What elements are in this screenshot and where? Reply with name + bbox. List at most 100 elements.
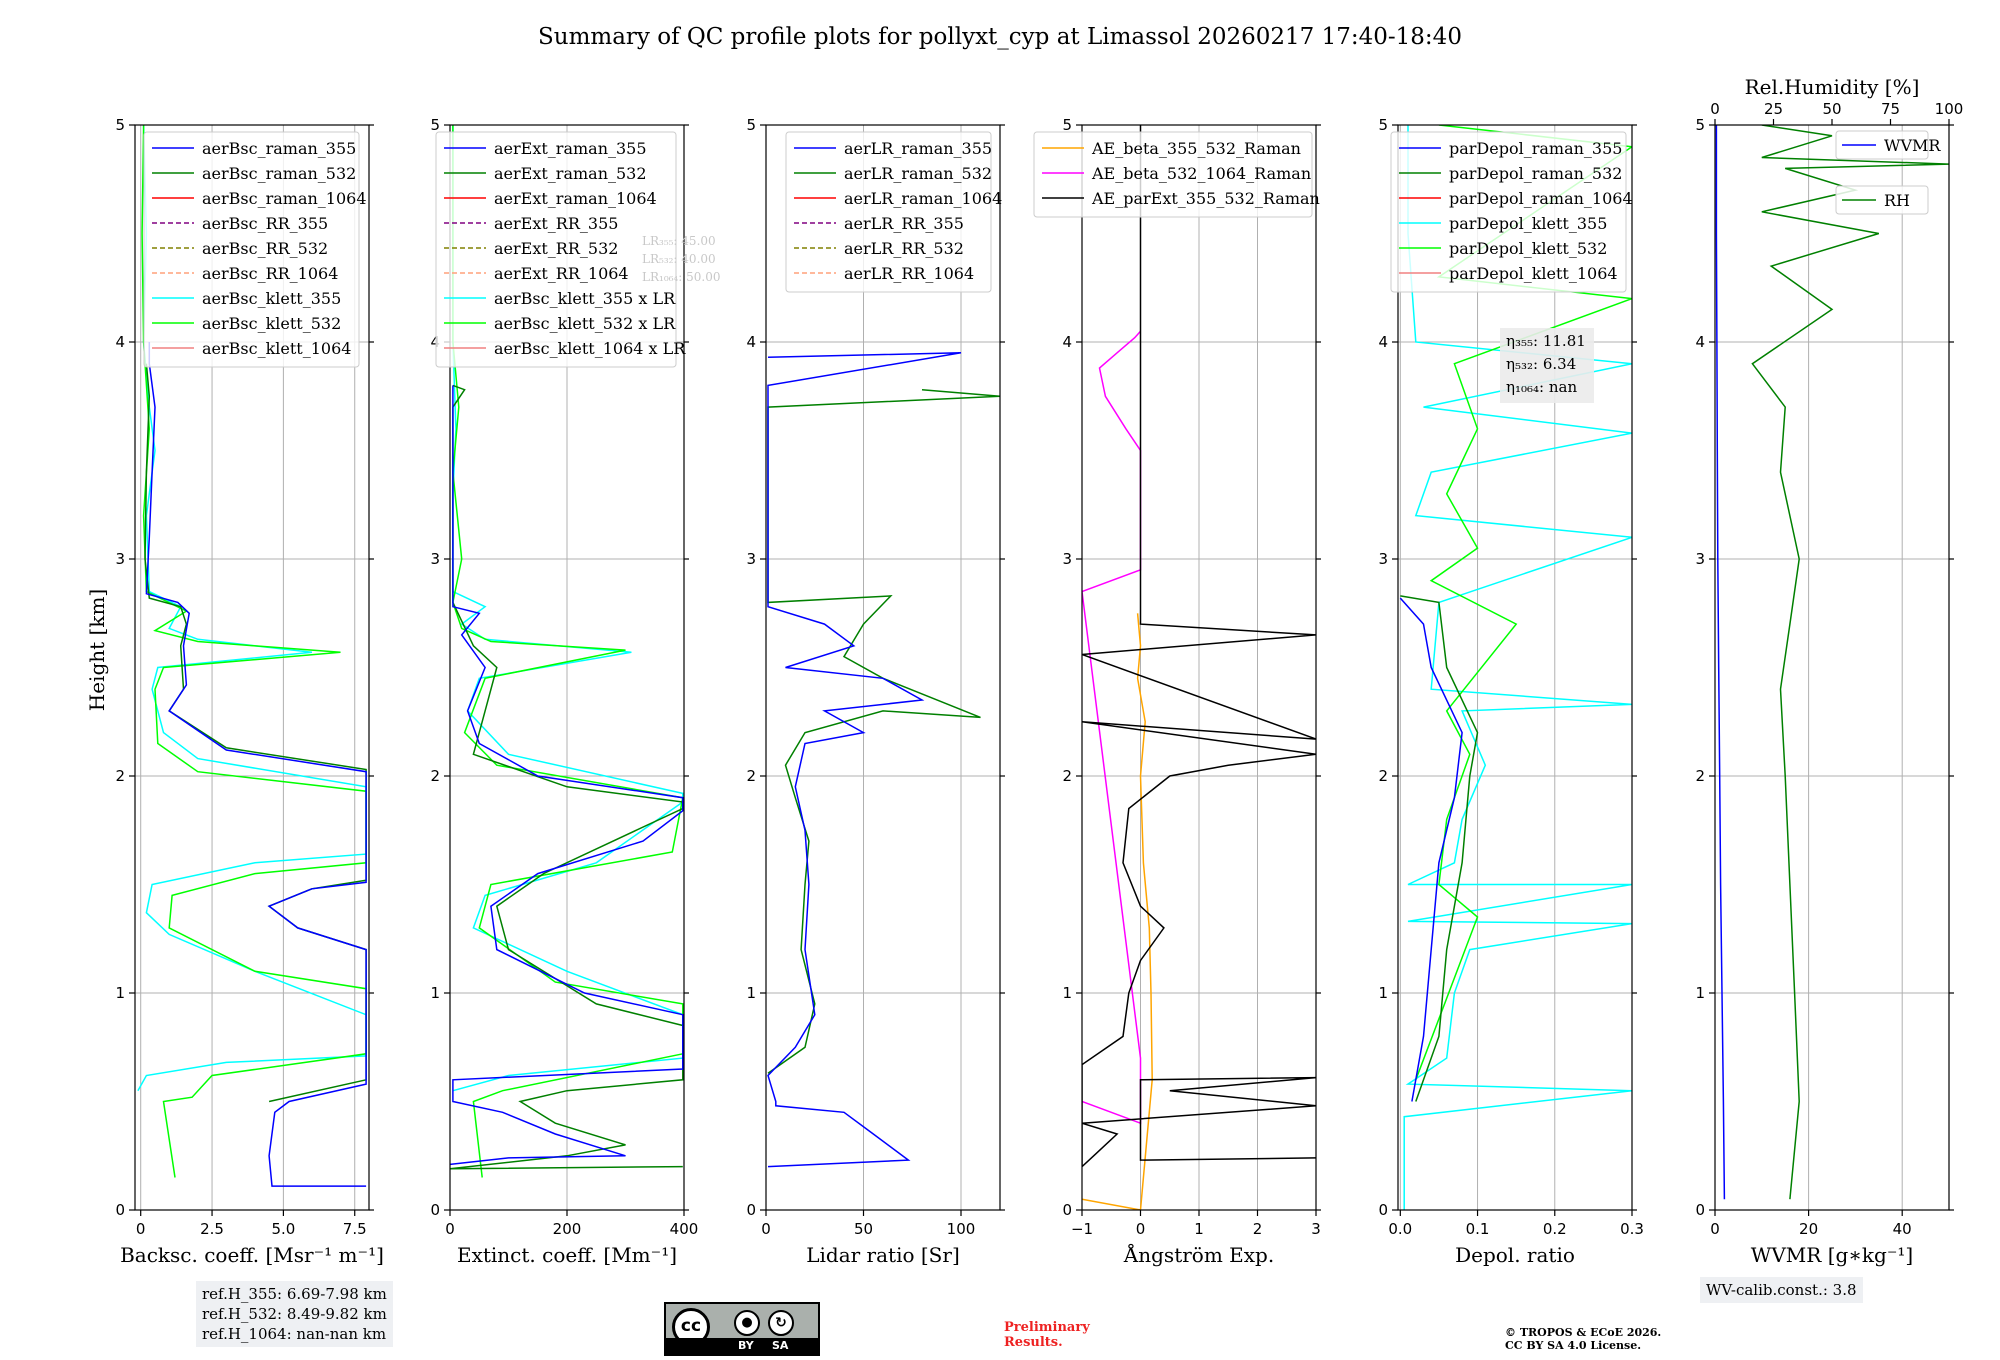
legend-label: aerBsc_raman_532 bbox=[202, 164, 356, 183]
y-tick-label: 3 bbox=[1695, 550, 1705, 568]
x-axis-label: Backsc. coeff. [Msr⁻¹ m⁻¹] bbox=[120, 1243, 384, 1267]
y-tick-label: 4 bbox=[1062, 333, 1072, 351]
y-tick-label: 0 bbox=[430, 1201, 440, 1219]
panel-lidar-ratio: 0 50 100 0 1 2 3 4 5 Lidar ratio [Sr] aerLR_raman_… bbox=[746, 116, 1005, 1267]
axes-frame bbox=[1714, 124, 1950, 1211]
series-line-parDepol_klett_355 bbox=[1403, 125, 1632, 1210]
annotation-text: LR₅₃₂: 40.00 bbox=[642, 252, 716, 266]
series-line-parDepol_raman_355 bbox=[1399, 597, 1463, 1102]
y-tick-label: 2 bbox=[1378, 767, 1388, 785]
x-tick-label: 0 bbox=[761, 1220, 771, 1238]
y-tick-label: 2 bbox=[430, 767, 440, 785]
x-tick-label: 0 bbox=[136, 1220, 146, 1238]
legend-label: aerLR_RR_355 bbox=[844, 214, 964, 233]
legend-label: aerBsc_klett_532 bbox=[202, 314, 341, 333]
x-tick-label: 0 bbox=[1136, 1220, 1146, 1238]
series-line-aerBsc_raman_355 bbox=[145, 342, 367, 1187]
y-tick-label: 1 bbox=[1378, 984, 1388, 1002]
legend-frame bbox=[1835, 185, 1929, 215]
legend-label: parDepol_klett_355 bbox=[1449, 214, 1607, 233]
legend-label: AE_beta_355_532_Raman bbox=[1091, 139, 1301, 158]
legend-label: parDepol_raman_1064 bbox=[1449, 189, 1633, 208]
refh-355: ref.H_355: 6.69-7.98 km bbox=[202, 1285, 387, 1303]
axes-frame bbox=[134, 124, 370, 1211]
top-tick-label: 25 bbox=[1764, 100, 1783, 118]
legend-label: aerLR_raman_355 bbox=[844, 139, 992, 158]
y-tick-label: 1 bbox=[430, 984, 440, 1002]
annotation-text: η₃₅₅: 11.81 bbox=[1506, 332, 1586, 350]
series-line-AE_beta_532_1064_Raman bbox=[1082, 330, 1142, 1125]
legend-frame bbox=[143, 131, 360, 368]
y-tick-label: 2 bbox=[115, 767, 125, 785]
legend: AE_beta_355_532_Raman AE_beta_532_1064_Ra… bbox=[1033, 131, 1320, 218]
x-tick-label: 400 bbox=[670, 1220, 699, 1238]
x-tick-label: 0.1 bbox=[1466, 1220, 1490, 1238]
x-axis-label: Lidar ratio [Sr] bbox=[806, 1243, 960, 1267]
axes-frame bbox=[765, 124, 1001, 1211]
y-tick-label: 2 bbox=[1062, 767, 1072, 785]
by-person-icon: ● bbox=[734, 1310, 760, 1336]
x-tick-label: 0 bbox=[1710, 1220, 1720, 1238]
top-tick-label: 75 bbox=[1881, 100, 1900, 118]
annotation-box bbox=[1500, 328, 1594, 403]
preliminary-note: Preliminary Results. bbox=[1004, 1320, 1090, 1350]
x-axis-label: WVMR [g∗kg⁻¹] bbox=[1751, 1243, 1913, 1267]
top-tick-label: 0 bbox=[1710, 100, 1720, 118]
x-tick-label: 5.0 bbox=[271, 1220, 295, 1238]
wv-calibration-box: WV-calib.const.: 3.8 bbox=[1700, 1277, 1863, 1303]
legend-label: aerBsc_RR_355 bbox=[202, 214, 328, 233]
plot-annotation: η₃₅₅: 11.81 η₅₃₂: 6.34 η₁₀₆₄: nan bbox=[1500, 328, 1594, 403]
y-tick-label: 2 bbox=[1695, 767, 1705, 785]
y-tick-label: 2 bbox=[746, 767, 756, 785]
copyright-line-2: CC BY SA 4.0 License. bbox=[1505, 1339, 1642, 1352]
preliminary-line-1: Preliminary bbox=[1004, 1320, 1090, 1335]
x-tick-label: −1 bbox=[1071, 1220, 1093, 1238]
legend-label: aerBsc_klett_355 bbox=[202, 289, 341, 308]
panel-wvmr: 0 20 40 0 1 2 3 4 5 WVMR [g∗kg⁻¹] 0 25 50 75 100 Rel.Hu… bbox=[1695, 75, 1963, 1267]
legend-label: aerBsc_raman_355 bbox=[202, 139, 356, 158]
y-tick-label: 0 bbox=[746, 1201, 756, 1219]
panel-backscatter: 0 2.5 5.0 7.5 0 1 2 3 4 5 Backsc. coeff. [Msr⁻¹ m⁻… bbox=[115, 116, 383, 1267]
legend-label: parDepol_klett_1064 bbox=[1449, 264, 1618, 283]
x-tick-label: 0 bbox=[445, 1220, 455, 1238]
y-axis-label: Height [km] bbox=[85, 589, 109, 711]
x-axis-label: Extinct. coeff. [Mm⁻¹] bbox=[457, 1243, 677, 1267]
legend-label: aerBsc_klett_532 x LR bbox=[494, 314, 676, 333]
y-tick-label: 4 bbox=[1695, 333, 1705, 351]
reference-height-box: ref.H_355: 6.69-7.98 km ref.H_532: 8.49-… bbox=[196, 1281, 393, 1347]
y-tick-label: 1 bbox=[746, 984, 756, 1002]
y-tick-label: 0 bbox=[1695, 1201, 1705, 1219]
y-tick-label: 4 bbox=[430, 333, 440, 351]
x-tick-label: 0.2 bbox=[1543, 1220, 1567, 1238]
sa-share-alike-icon: ↻ bbox=[768, 1310, 794, 1336]
legend: WVMR RH bbox=[1835, 130, 1941, 215]
axes-frame bbox=[1397, 124, 1633, 1211]
refh-1064: ref.H_1064: nan-nan km bbox=[202, 1325, 387, 1343]
legend-label: aerLR_raman_532 bbox=[844, 164, 992, 183]
y-tick-label: 0 bbox=[115, 1201, 125, 1219]
y-tick-label: 1 bbox=[115, 984, 125, 1002]
series-line-aerLR_raman_532 bbox=[767, 388, 1000, 1074]
series-line-parDepol_raman_532 bbox=[1400, 595, 1479, 1102]
legend-label: aerExt_raman_1064 bbox=[494, 189, 657, 208]
legend-label: parDepol_raman_532 bbox=[1449, 164, 1622, 183]
chart-panels: 0 2.5 5.0 7.5 0 1 2 3 4 5 Backsc. coeff. [Msr⁻¹ m⁻… bbox=[115, 75, 1963, 1267]
legend-label: aerBsc_klett_1064 bbox=[202, 339, 351, 358]
legend-label: aerExt_raman_355 bbox=[494, 139, 647, 158]
annotation-text: η₅₃₂: 6.34 bbox=[1506, 355, 1576, 373]
x-tick-label: 7.5 bbox=[343, 1220, 367, 1238]
copyright-note: © TROPOS & ECoE 2026. CC BY SA 4.0 Licen… bbox=[1505, 1326, 1661, 1352]
legend-frame bbox=[1390, 131, 1627, 293]
x-axis-label: Depol. ratio bbox=[1455, 1243, 1575, 1267]
series-line-RH bbox=[1751, 125, 1949, 1200]
sa-label: SA bbox=[772, 1339, 789, 1352]
y-tick-label: 0 bbox=[1062, 1201, 1072, 1219]
y-tick-label: 5 bbox=[1062, 116, 1072, 134]
x-tick-label: 0.0 bbox=[1388, 1220, 1412, 1238]
x-tick-label: 20 bbox=[1799, 1220, 1818, 1238]
x-tick-label: 3 bbox=[1311, 1220, 1321, 1238]
annotation-text: LR₃₅₅: 45.00 bbox=[642, 234, 716, 248]
legend-label: aerExt_RR_355 bbox=[494, 214, 618, 233]
legend-label: RH bbox=[1884, 191, 1910, 210]
